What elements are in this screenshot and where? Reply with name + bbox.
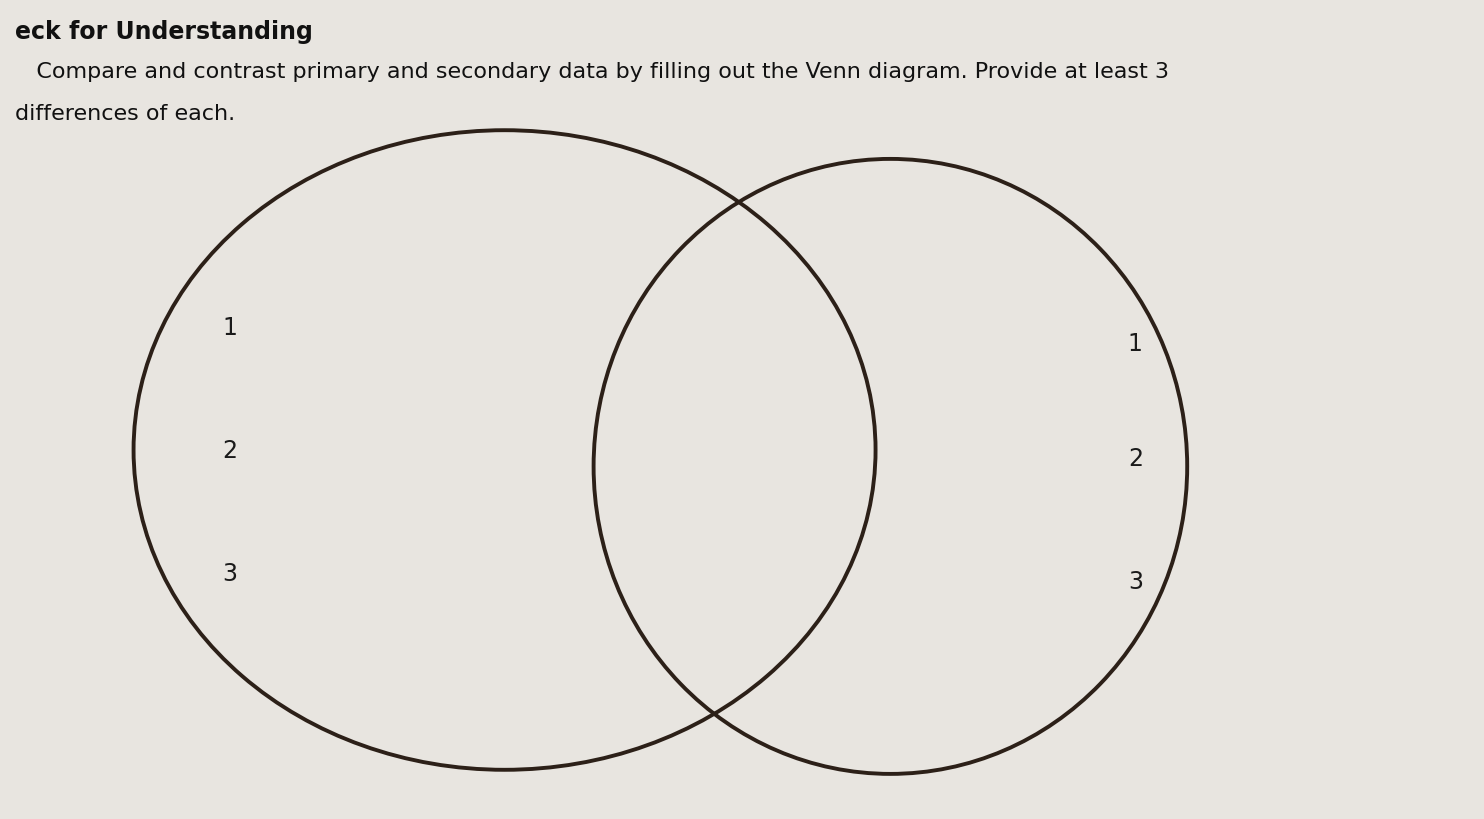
Text: 2: 2 — [1128, 446, 1143, 471]
Text: 2: 2 — [223, 438, 237, 463]
Text: differences of each.: differences of each. — [15, 104, 234, 124]
Text: 3: 3 — [1128, 569, 1143, 594]
Text: 3: 3 — [223, 561, 237, 586]
Text: eck for Understanding: eck for Understanding — [15, 20, 313, 44]
Text: 1: 1 — [223, 315, 237, 340]
Text: Compare and contrast primary and secondary data by filling out the Venn diagram.: Compare and contrast primary and seconda… — [15, 61, 1169, 81]
Text: 1: 1 — [1128, 332, 1143, 356]
